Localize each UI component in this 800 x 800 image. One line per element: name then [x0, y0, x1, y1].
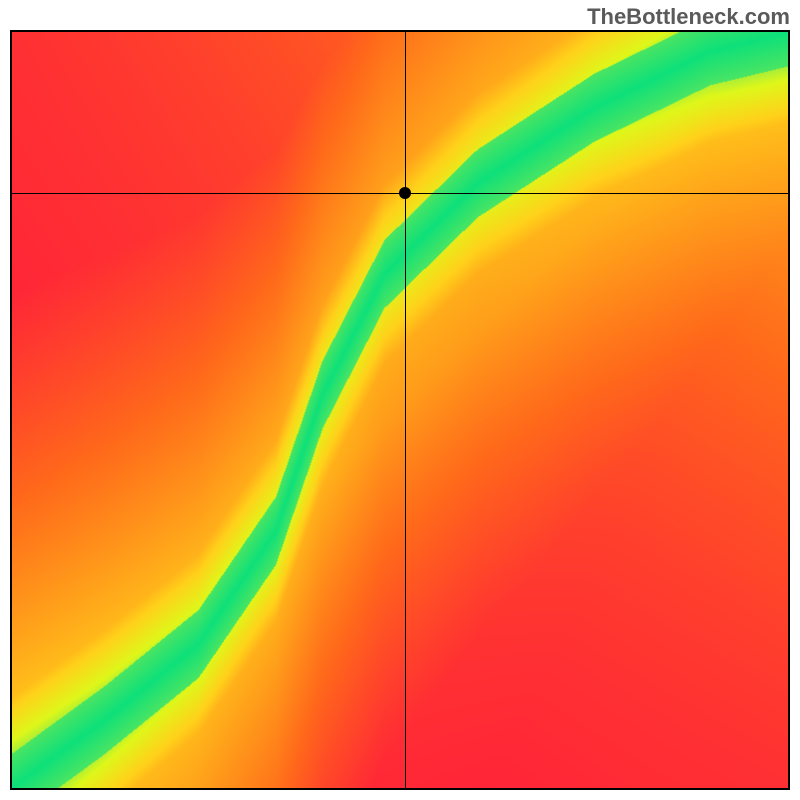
heatmap-canvas: [10, 30, 790, 790]
crosshair-vertical: [405, 30, 406, 790]
crosshair-dot: [399, 187, 411, 199]
watermark-text: TheBottleneck.com: [587, 4, 790, 30]
heatmap-chart: [10, 30, 790, 790]
